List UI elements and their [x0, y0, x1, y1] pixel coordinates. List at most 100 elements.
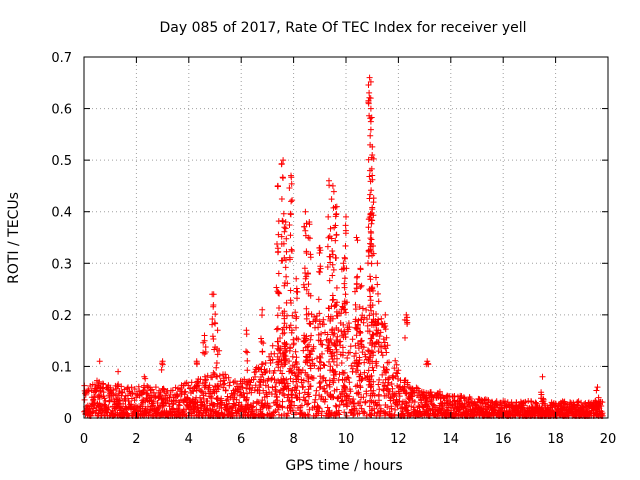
data-point — [258, 338, 265, 345]
data-point — [293, 387, 300, 394]
data-point — [293, 324, 299, 331]
data-point — [360, 410, 367, 417]
data-point — [358, 316, 365, 323]
data-point — [293, 394, 300, 401]
data-point — [214, 351, 221, 358]
data-point — [366, 94, 373, 101]
data-point — [356, 354, 363, 361]
data-point — [301, 265, 308, 272]
data-point — [381, 339, 388, 346]
data-point — [401, 383, 408, 390]
data-point — [327, 225, 334, 232]
data-point — [315, 296, 322, 303]
data-point — [374, 260, 381, 267]
data-point — [277, 335, 283, 341]
data-point — [384, 366, 390, 373]
data-point — [352, 301, 359, 308]
data-point — [366, 173, 373, 180]
data-point — [244, 357, 251, 364]
data-point — [158, 366, 165, 373]
data-point — [275, 270, 282, 277]
data-point — [274, 345, 281, 352]
data-point — [317, 265, 324, 272]
data-point — [231, 401, 238, 408]
data-point — [333, 403, 340, 410]
data-point — [370, 243, 376, 249]
x-tick-label: 12 — [390, 432, 407, 447]
data-point — [209, 316, 216, 322]
data-point — [339, 390, 345, 397]
data-point — [287, 287, 294, 294]
data-point — [281, 352, 288, 359]
data-point — [365, 82, 372, 88]
data-point — [365, 156, 372, 163]
data-point — [326, 182, 333, 189]
data-point — [321, 362, 328, 369]
data-point — [128, 401, 135, 408]
data-point — [131, 386, 138, 392]
data-point — [333, 210, 340, 217]
data-point — [280, 210, 287, 217]
data-point — [291, 402, 298, 409]
data-point — [92, 388, 99, 395]
data-point — [316, 353, 323, 360]
data-point — [367, 235, 374, 242]
data-point — [305, 347, 311, 354]
data-point — [327, 367, 334, 374]
data-point — [346, 379, 353, 386]
data-point — [331, 352, 338, 359]
data-point — [333, 232, 340, 239]
data-point — [356, 377, 363, 384]
data-point — [281, 312, 288, 319]
data-point — [371, 343, 378, 350]
data-point — [326, 381, 333, 388]
y-tick-label: 0.3 — [51, 257, 72, 272]
data-point — [275, 361, 282, 368]
data-point — [139, 403, 146, 410]
data-point — [333, 346, 340, 353]
data-point — [383, 392, 390, 399]
data-point — [383, 386, 390, 393]
data-point — [367, 273, 373, 280]
data-point — [522, 398, 529, 405]
data-point — [595, 404, 602, 411]
data-point — [264, 393, 271, 400]
data-point — [424, 360, 431, 367]
data-point — [324, 243, 331, 250]
data-point — [278, 233, 285, 240]
data-point — [281, 385, 288, 392]
data-point — [288, 174, 295, 181]
data-point — [342, 397, 349, 404]
data-point — [288, 246, 295, 253]
data-point — [216, 372, 223, 379]
data-point — [118, 383, 125, 390]
data-point — [214, 400, 221, 407]
data-point — [322, 396, 329, 403]
data-point — [269, 342, 276, 349]
data-point — [392, 357, 399, 364]
data-point — [373, 274, 379, 281]
data-point — [284, 382, 291, 389]
data-point — [312, 316, 319, 323]
data-point — [216, 347, 223, 354]
data-point — [334, 333, 341, 340]
data-point — [282, 225, 289, 232]
data-point — [222, 387, 229, 394]
data-point — [330, 266, 337, 273]
data-point — [180, 411, 186, 418]
data-point — [305, 400, 312, 407]
data-point — [342, 291, 349, 298]
data-point — [303, 333, 310, 340]
data-point — [222, 371, 229, 378]
data-point — [334, 299, 340, 306]
data-point — [324, 331, 331, 338]
y-tick-label: 0.6 — [51, 103, 72, 118]
data-point — [333, 284, 340, 291]
data-point — [281, 392, 288, 399]
data-point — [424, 398, 431, 405]
data-point — [340, 401, 347, 408]
data-point — [388, 405, 395, 412]
data-point — [383, 366, 390, 373]
data-point — [283, 273, 290, 280]
data-point — [410, 404, 417, 411]
